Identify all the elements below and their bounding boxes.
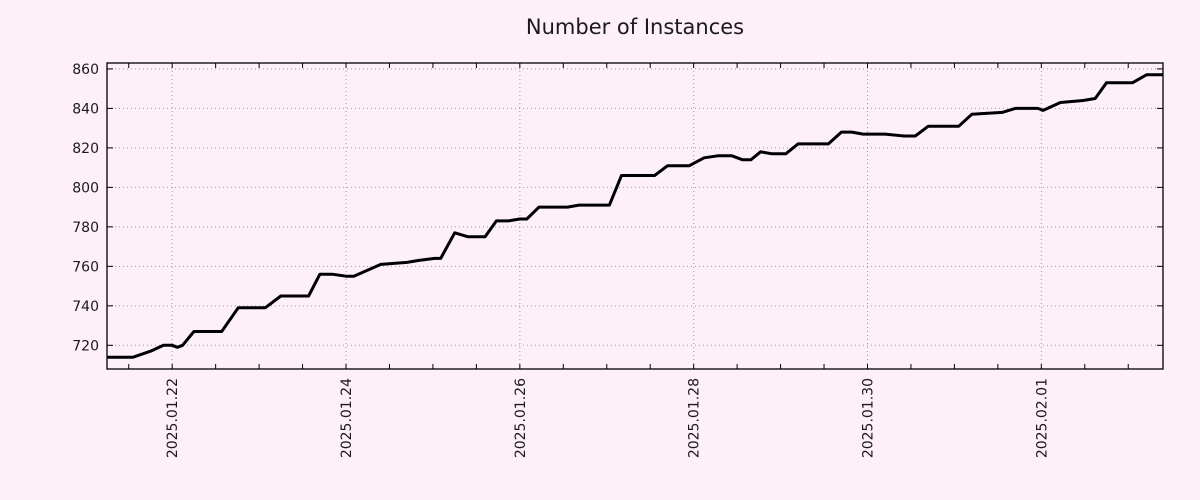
plot-border	[106, 62, 1164, 370]
x-tick-label: 2025.01.28	[687, 378, 703, 458]
x-tick-label: 2025.01.26	[513, 378, 529, 458]
y-tick-label: 820	[72, 141, 99, 157]
y-tick-label: 780	[72, 220, 99, 236]
x-tick-label: 2025.01.22	[165, 378, 181, 458]
y-tick-label: 800	[72, 180, 99, 196]
y-tick-label: 860	[72, 62, 99, 78]
y-tick-label: 720	[72, 338, 99, 354]
x-tick-label: 2025.01.30	[860, 378, 876, 458]
y-tick-label: 740	[72, 299, 99, 315]
y-tick-label: 840	[72, 101, 99, 117]
y-tick-label: 760	[72, 259, 99, 275]
chart-title: Number of Instances	[525, 15, 745, 39]
data-line	[107, 73, 1163, 359]
x-tick-label: 2025.02.01	[1034, 378, 1050, 458]
x-tick-label: 2025.01.24	[339, 378, 355, 458]
